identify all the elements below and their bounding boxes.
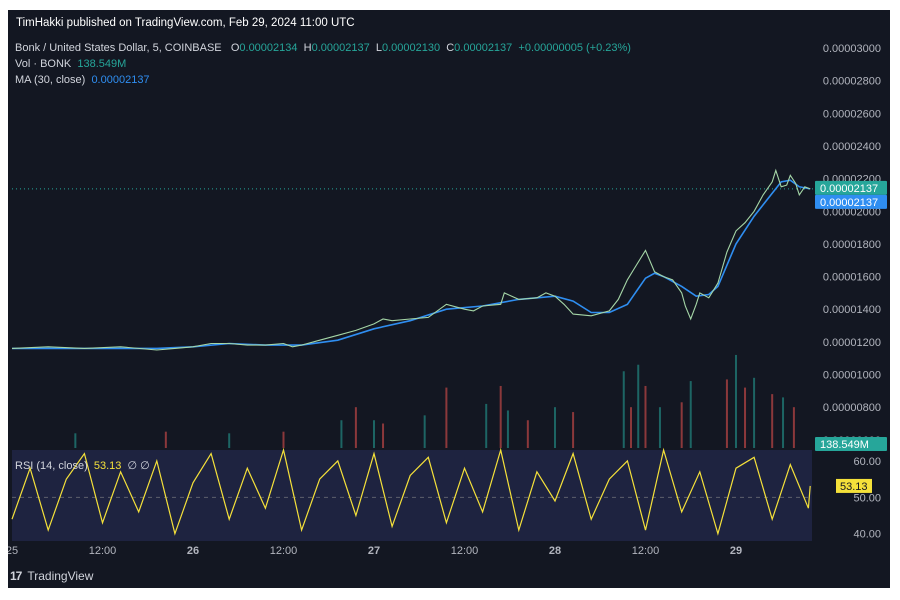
- volume-label: Vol · BONK: [15, 58, 72, 70]
- volume-bar: [753, 377, 756, 448]
- close-value: 0.00002137: [454, 42, 513, 54]
- rsi-legend: RSI (14, close) 53.13 ∅ ∅: [15, 459, 150, 472]
- price-badges: 0.00002137 0.00002137 138.549M 53.13: [815, 180, 887, 493]
- time-tick-label: 25: [8, 545, 18, 557]
- ma-label: MA (30, close): [15, 74, 86, 86]
- last-price-badge-bg: [815, 180, 887, 195]
- volume-badge-bg: [815, 437, 887, 451]
- ma-line: [12, 179, 811, 350]
- volume-bar: [689, 381, 692, 448]
- symbol-title: Bonk / United States Dollar, 5, COINBASE: [15, 42, 222, 54]
- last-price-badge: 0.00002137: [820, 183, 878, 195]
- ma-price-badge-bg: [815, 194, 887, 209]
- rsi-badge-bg: [836, 478, 872, 493]
- volume-bar: [354, 407, 357, 448]
- price-tick-label: 0.00001400: [823, 304, 881, 316]
- tv-logo-icon: 17: [10, 569, 22, 583]
- time-tick-label: 12:00: [270, 545, 298, 557]
- volume-legend: Vol · BONK 138.549M: [15, 58, 126, 70]
- time-tick-label: 26: [187, 545, 199, 557]
- volume-bar: [372, 420, 375, 448]
- time-axis: 25 12:00 26 12:00 27 12:00 28 12:00 29: [8, 545, 742, 557]
- time-tick-label: 12:00: [451, 545, 479, 557]
- volume-bar: [553, 407, 556, 448]
- rsi-tick-label: 40.00: [853, 529, 881, 541]
- price-tick-label: 0.00002000: [823, 206, 881, 218]
- rsi-background: [12, 450, 812, 541]
- open-label: O: [230, 42, 240, 54]
- price-tick-label: 0.00002800: [823, 76, 881, 88]
- price-tick-label: 0.00001200: [823, 337, 881, 349]
- rsi-extra: ∅ ∅: [127, 460, 150, 472]
- rsi-badge: 53.13: [840, 481, 868, 493]
- volume-bar: [725, 379, 728, 448]
- low-value: 0.00002130: [381, 42, 441, 54]
- volume-bar: [382, 423, 385, 448]
- volume-bar: [282, 431, 285, 448]
- rsi-panel: 60.00 50.00 40.00: [11, 447, 881, 541]
- volume-bar: [499, 385, 502, 448]
- volume-bar: [506, 410, 509, 448]
- volume-bar: [74, 433, 77, 448]
- rsi-label: RSI (14, close): [15, 460, 88, 472]
- time-tick-label: 27: [368, 545, 380, 557]
- time-tick-label: 28: [549, 545, 561, 557]
- volume-bar: [572, 412, 575, 448]
- volume-bars: [74, 354, 795, 448]
- price-tick-label: 0.00003000: [823, 43, 881, 55]
- price-line: [11, 168, 811, 351]
- rsi-line: [11, 447, 811, 536]
- volume-bar: [526, 420, 529, 448]
- volume-bar: [734, 354, 737, 448]
- high-value: 0.00002137: [311, 42, 370, 54]
- volume-bar: [782, 397, 785, 448]
- price-tick-label: 0.00001600: [823, 272, 881, 284]
- price-tick-label: 0.00002600: [823, 108, 881, 120]
- close-label: C: [446, 42, 455, 54]
- ma-value: 0.00002137: [91, 74, 150, 86]
- publisher-info: TimHakki published on TradingView.com, F…: [16, 17, 355, 29]
- volume-bar: [445, 387, 448, 448]
- volume-bar: [164, 431, 167, 448]
- ma-price-badge: 0.00002137: [820, 197, 878, 209]
- rsi-value: 53.13: [93, 460, 122, 472]
- symbol-legend: Bonk / United States Dollar, 5, COINBASE…: [15, 42, 631, 54]
- volume-bar: [792, 407, 795, 448]
- time-tick-label: 29: [730, 545, 742, 557]
- chart-area[interactable]: 0.00003000 0.00002800 0.00002600 0.00002400…: [8, 36, 890, 563]
- rsi-tick-label: 60.00: [853, 456, 881, 468]
- volume-bar: [340, 420, 343, 448]
- volume-badge: 138.549M: [820, 439, 869, 451]
- open-value: 0.00002134: [239, 42, 298, 54]
- time-tick-label: 12:00: [89, 545, 117, 557]
- volume-bar: [485, 403, 488, 448]
- publication-header: TimHakki published on TradingView.com, F…: [8, 10, 890, 36]
- high-label: H: [303, 42, 312, 54]
- volume-bar: [637, 364, 640, 448]
- time-tick-label: 12:00: [632, 545, 660, 557]
- tradingview-logo[interactable]: 17 TradingView: [10, 569, 93, 583]
- chart-frame: TimHakki published on TradingView.com, F…: [8, 10, 890, 588]
- rsi-tick-label: 50.00: [853, 492, 881, 504]
- footer-logo-text: TradingView: [27, 569, 94, 583]
- low-label: L: [375, 42, 382, 54]
- price-axis: 0.00003000 0.00002800 0.00002600 0.00002400…: [823, 43, 881, 447]
- price-tick-label: 0.00001800: [823, 239, 881, 251]
- volume-bar: [622, 371, 625, 448]
- volume-bar: [630, 407, 633, 448]
- volume-bar: [228, 433, 231, 448]
- volume-value: 138.549M: [77, 58, 127, 70]
- volume-bar: [423, 415, 426, 448]
- price-tick-label: 0.00002400: [823, 141, 881, 153]
- footer: 17 TradingView: [8, 563, 890, 588]
- volume-bar: [680, 402, 683, 448]
- volume-bar: [771, 394, 774, 448]
- price-tick-label: 0.00000800: [823, 402, 881, 414]
- price-tick-label: 0.00001000: [823, 370, 881, 382]
- volume-bar: [658, 407, 661, 448]
- volume-bar: [644, 385, 647, 448]
- volume-bar: [744, 387, 747, 448]
- change-value: +0.00000005 (+0.23%): [518, 42, 631, 54]
- ma-legend: MA (30, close) 0.00002137: [15, 74, 150, 86]
